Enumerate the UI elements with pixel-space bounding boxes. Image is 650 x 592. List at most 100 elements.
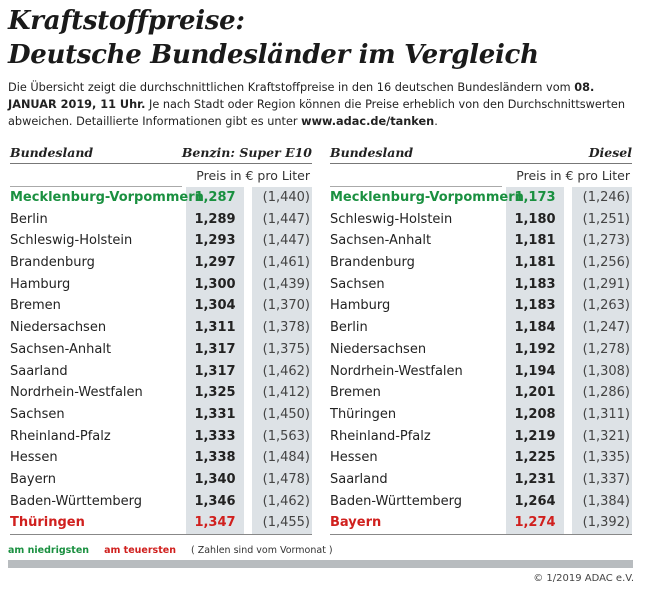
previous-month-value: (1,392) xyxy=(582,515,630,531)
diesel-table: Bundesland Diesel Preis in € pro Liter M… xyxy=(330,143,632,535)
copyright: © 1/2019 ADAC e.V. xyxy=(533,573,634,584)
prev-column-bg xyxy=(252,187,312,534)
price-value: 1,333 xyxy=(194,428,236,444)
price-value: 1,287 xyxy=(194,190,236,205)
state-name: Niedersachsen xyxy=(10,320,107,336)
state-name: Nordrhein-Westfalen xyxy=(10,385,143,401)
table-row: Sachsen-Anhalt 1,317 (1,375) xyxy=(10,339,312,361)
table-row: Schleswig-Holstein 1,180 (1,251) xyxy=(330,209,632,231)
table-row: Bayern 1,340 (1,478) xyxy=(10,469,312,491)
page-title: Kraftstoffpreise: Deutsche Bundesländer … xyxy=(8,4,539,72)
intro-text: Die Übersicht zeigt die durchschnittlich… xyxy=(8,79,638,130)
table-row: Bremen 1,201 (1,286) xyxy=(330,382,632,404)
table-header: Bundesland Diesel xyxy=(330,143,632,164)
column-header-state: Bundesland xyxy=(10,145,94,160)
price-value: 1,317 xyxy=(194,341,236,357)
table-row: Bremen 1,304 (1,370) xyxy=(10,295,312,317)
previous-month-value: (1,563) xyxy=(262,428,310,444)
price-value: 1,208 xyxy=(514,406,556,422)
previous-month-value: (1,286) xyxy=(582,385,630,401)
price-value: 1,346 xyxy=(194,493,236,509)
previous-month-value: (1,462) xyxy=(262,493,310,509)
state-name: Baden-Württemberg xyxy=(330,493,462,509)
state-name: Berlin xyxy=(330,320,368,336)
table-row: Hamburg 1,183 (1,263) xyxy=(330,295,632,317)
previous-month-value: (1,461) xyxy=(262,255,310,271)
legend-note: ( Zahlen sind vom Vormonat ) xyxy=(191,545,333,556)
table-row: Brandenburg 1,297 (1,461) xyxy=(10,252,312,274)
table-row: Berlin 1,289 (1,447) xyxy=(10,209,312,231)
unit-row: Preis in € pro Liter xyxy=(330,164,632,187)
footer-bar xyxy=(8,560,633,568)
intro-date: 08. JANUAR 2019, 11 Uhr. xyxy=(8,81,595,111)
price-value: 1,194 xyxy=(514,363,556,379)
adac-link[interactable]: www.adac.de/tanken xyxy=(301,115,435,128)
price-column-bg xyxy=(186,187,244,534)
previous-month-value: (1,462) xyxy=(262,363,310,379)
state-name: Brandenburg xyxy=(10,255,95,271)
table-row: Saarland 1,231 (1,337) xyxy=(330,469,632,491)
state-name: Sachsen xyxy=(10,406,65,422)
column-header-fuel: Diesel xyxy=(588,145,632,160)
price-value: 1,201 xyxy=(514,385,556,401)
state-name: Thüringen xyxy=(330,406,397,422)
previous-month-value: (1,450) xyxy=(262,406,310,422)
price-value: 1,183 xyxy=(514,298,556,314)
table-body: Mecklenburg-Vorpommern 1,173 (1,246) Schles… xyxy=(330,187,632,535)
table-header: Bundesland Benzin: Super E10 xyxy=(10,143,312,164)
price-column-bg xyxy=(506,187,564,534)
previous-month-value: (1,455) xyxy=(262,515,310,531)
price-value: 1,219 xyxy=(514,428,556,444)
previous-month-value: (1,251) xyxy=(582,211,630,227)
state-name: Bremen xyxy=(10,298,61,314)
price-value: 1,289 xyxy=(194,211,236,227)
state-name: Sachsen xyxy=(330,276,385,292)
state-name: Schleswig-Holstein xyxy=(330,211,453,227)
previous-month-value: (1,439) xyxy=(262,276,310,292)
price-value: 1,300 xyxy=(194,276,236,292)
price-value: 1,325 xyxy=(194,385,236,401)
price-value: 1,274 xyxy=(514,515,556,531)
previous-month-value: (1,447) xyxy=(262,233,310,249)
previous-month-value: (1,370) xyxy=(262,298,310,314)
price-value: 1,231 xyxy=(514,471,556,487)
table-row: Hessen 1,225 (1,335) xyxy=(330,447,632,469)
column-header-state: Bundesland xyxy=(330,145,414,160)
unit-label: Preis in € pro Liter xyxy=(196,168,310,183)
previous-month-value: (1,440) xyxy=(262,190,310,205)
state-name: Berlin xyxy=(10,211,48,227)
previous-month-value: (1,412) xyxy=(262,385,310,401)
state-name: Hamburg xyxy=(330,298,391,314)
state-name: Saarland xyxy=(330,471,388,487)
table-row: Baden-Württemberg 1,264 (1,384) xyxy=(330,491,632,513)
legend-lowest: am niedrigsten xyxy=(8,545,90,556)
unit-row: Preis in € pro Liter xyxy=(10,164,312,187)
previous-month-value: (1,278) xyxy=(582,341,630,357)
state-name: Rheinland-Pfalz xyxy=(10,428,111,444)
intro-part: Die Übersicht zeigt die durchschnittlich… xyxy=(8,81,575,94)
intro-part: Je nach Stadt oder Region können die Pre… xyxy=(8,98,626,128)
previous-month-value: (1,291) xyxy=(582,276,630,292)
divider xyxy=(10,186,182,187)
table-row: Saarland 1,317 (1,462) xyxy=(10,361,312,383)
previous-month-value: (1,337) xyxy=(582,471,630,487)
price-value: 1,180 xyxy=(514,211,556,227)
table-row: Schleswig-Holstein 1,293 (1,447) xyxy=(10,230,312,252)
previous-month-value: (1,273) xyxy=(582,233,630,249)
legend-highest: am teuersten xyxy=(104,545,176,556)
column-header-fuel: Benzin: Super E10 xyxy=(181,145,312,160)
table-row: Thüringen 1,208 (1,311) xyxy=(330,404,632,426)
previous-month-value: (1,335) xyxy=(582,450,630,466)
previous-month-value: (1,321) xyxy=(582,428,630,444)
table-row: Hamburg 1,300 (1,439) xyxy=(10,274,312,296)
table-row: Sachsen-Anhalt 1,181 (1,273) xyxy=(330,230,632,252)
previous-month-value: (1,263) xyxy=(582,298,630,314)
table-row: Nordrhein-Westfalen 1,194 (1,308) xyxy=(330,361,632,383)
price-value: 1,331 xyxy=(194,406,236,422)
table-row: Sachsen 1,183 (1,291) xyxy=(330,274,632,296)
divider xyxy=(330,186,502,187)
table-row: Thüringen 1,347 (1,455) xyxy=(10,512,312,534)
previous-month-value: (1,256) xyxy=(582,255,630,271)
intro-part: . xyxy=(434,115,438,128)
price-value: 1,317 xyxy=(194,363,236,379)
